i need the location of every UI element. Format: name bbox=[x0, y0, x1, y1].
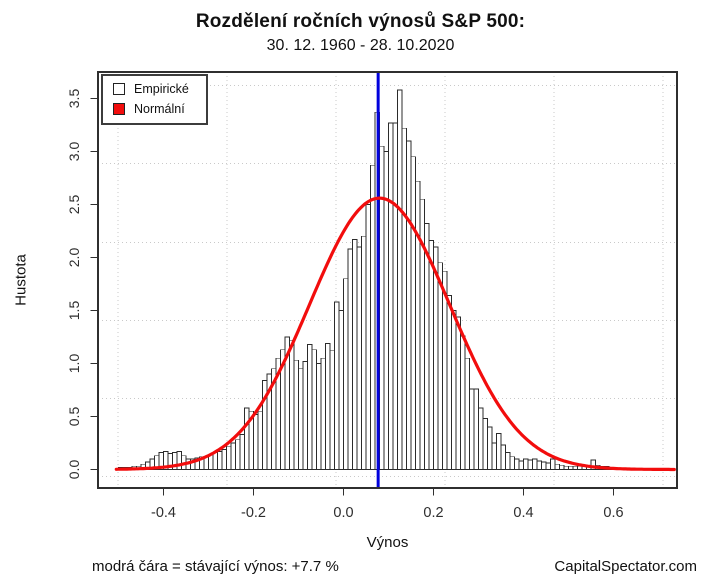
chart-subtitle: 30. 12. 1960 - 28. 10.2020 bbox=[266, 37, 455, 54]
svg-text:0.5: 0.5 bbox=[66, 407, 82, 427]
legend-item-empirical: Empirické bbox=[113, 83, 200, 96]
svg-text:3.5: 3.5 bbox=[66, 89, 82, 109]
svg-text:1.0: 1.0 bbox=[66, 354, 82, 374]
x-axis-label: Výnos bbox=[366, 534, 409, 551]
legend-item-normal: Normální bbox=[113, 101, 200, 116]
normal-swatch-icon bbox=[113, 102, 125, 115]
y-axis-label: Hustota bbox=[12, 254, 30, 306]
legend-label-normal: Normální bbox=[134, 101, 185, 116]
legend-label-empirical: Empirické bbox=[134, 82, 189, 96]
svg-text:2.0: 2.0 bbox=[66, 248, 82, 268]
svg-text:3.0: 3.0 bbox=[66, 142, 82, 162]
svg-text:0.0: 0.0 bbox=[333, 505, 353, 521]
source-credit: CapitalSpectator.com bbox=[554, 558, 697, 575]
legend: Empirické Normální bbox=[101, 74, 208, 125]
svg-text:0.4: 0.4 bbox=[513, 505, 533, 521]
svg-text:0.6: 0.6 bbox=[603, 505, 623, 521]
blue-line-note: modrá čára = stávající výnos: +7.7 % bbox=[92, 558, 339, 575]
chart-title: Rozdělení ročních výnosů S&P 500: bbox=[195, 11, 526, 32]
svg-text:1.5: 1.5 bbox=[66, 301, 82, 321]
svg-text:0.2: 0.2 bbox=[423, 505, 443, 521]
svg-text:-0.4: -0.4 bbox=[151, 505, 176, 521]
svg-text:2.5: 2.5 bbox=[66, 195, 82, 215]
svg-text:-0.2: -0.2 bbox=[241, 505, 266, 521]
empirical-swatch-icon bbox=[113, 83, 125, 96]
svg-text:0.0: 0.0 bbox=[66, 460, 82, 480]
